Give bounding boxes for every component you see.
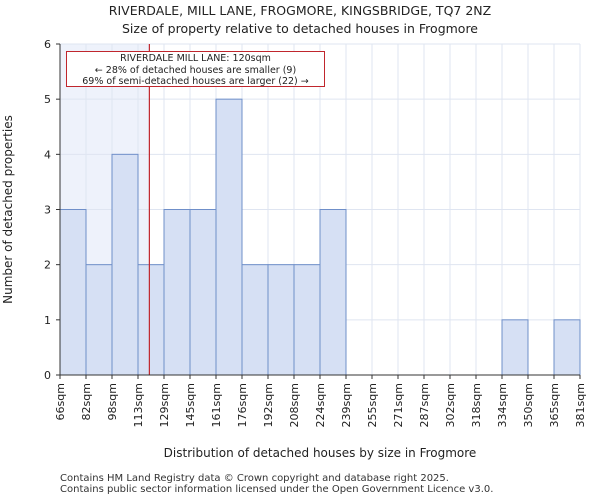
x-tick-label: 145sqm — [184, 383, 197, 427]
footer-line-2: Contains public sector information licen… — [60, 484, 494, 495]
x-tick-label: 334sqm — [496, 383, 509, 427]
y-tick-label: 0 — [44, 369, 51, 382]
bar-82sqm — [85, 264, 113, 376]
x-tick-label: 239sqm — [340, 383, 353, 427]
x-tick-label: 66sqm — [54, 383, 67, 420]
y-tick-label: 3 — [44, 204, 51, 217]
bar-334sqm — [501, 319, 529, 376]
bar-113sqm — [137, 264, 165, 376]
y-tick-label: 2 — [44, 259, 51, 272]
x-tick-label: 302sqm — [444, 383, 457, 427]
annotation-line-2: ← 28% of detached houses are smaller (9) — [94, 64, 297, 76]
annotation-box: RIVERDALE MILL LANE: 120sqm ← 28% of det… — [66, 51, 325, 87]
x-tick-label: 176sqm — [236, 383, 249, 427]
x-tick-label: 287sqm — [418, 383, 431, 427]
chart-title: RIVERDALE, MILL LANE, FROGMORE, KINGSBRI… — [108, 3, 492, 18]
bar-176sqm — [241, 264, 269, 376]
bar-224sqm — [319, 209, 347, 376]
x-tick-label: 224sqm — [314, 383, 327, 427]
x-axis-label: Distribution of detached houses by size … — [164, 446, 477, 460]
y-tick-label: 5 — [44, 93, 51, 106]
x-tick-label: 381sqm — [574, 383, 587, 427]
x-tick-label: 82sqm — [80, 383, 93, 420]
x-tick-label: 113sqm — [132, 383, 145, 427]
bar-192sqm — [267, 264, 295, 376]
y-axis-label: Number of detached properties — [1, 115, 15, 304]
y-tick-label: 4 — [44, 148, 51, 161]
x-tick-label: 255sqm — [366, 383, 379, 427]
y-tick-label: 6 — [44, 38, 51, 51]
x-tick-label: 271sqm — [392, 383, 405, 427]
bar-161sqm — [215, 98, 243, 376]
annotation-line-3: 69% of semi-detached houses are larger (… — [82, 76, 309, 87]
x-tick-label: 365sqm — [548, 383, 561, 427]
annotation-line-1: RIVERDALE MILL LANE: 120sqm — [120, 53, 271, 64]
x-tick-label: 129sqm — [158, 383, 171, 427]
chart-subtitle: Size of property relative to detached ho… — [121, 21, 479, 36]
bar-98sqm — [111, 153, 139, 376]
x-tick-label: 350sqm — [522, 383, 535, 427]
x-tick-label: 161sqm — [210, 383, 223, 427]
bar-365sqm — [553, 319, 581, 376]
bar-145sqm — [189, 209, 217, 376]
x-tick-label: 98sqm — [106, 383, 119, 420]
x-tick-label: 208sqm — [288, 383, 301, 427]
bar-66sqm — [59, 209, 87, 376]
bar-208sqm — [293, 264, 321, 376]
x-tick-label: 318sqm — [470, 383, 483, 427]
bar-129sqm — [163, 209, 191, 376]
footer-line-1: Contains HM Land Registry data © Crown c… — [60, 473, 449, 484]
y-tick-label: 1 — [44, 314, 51, 327]
x-tick-label: 192sqm — [262, 383, 275, 427]
